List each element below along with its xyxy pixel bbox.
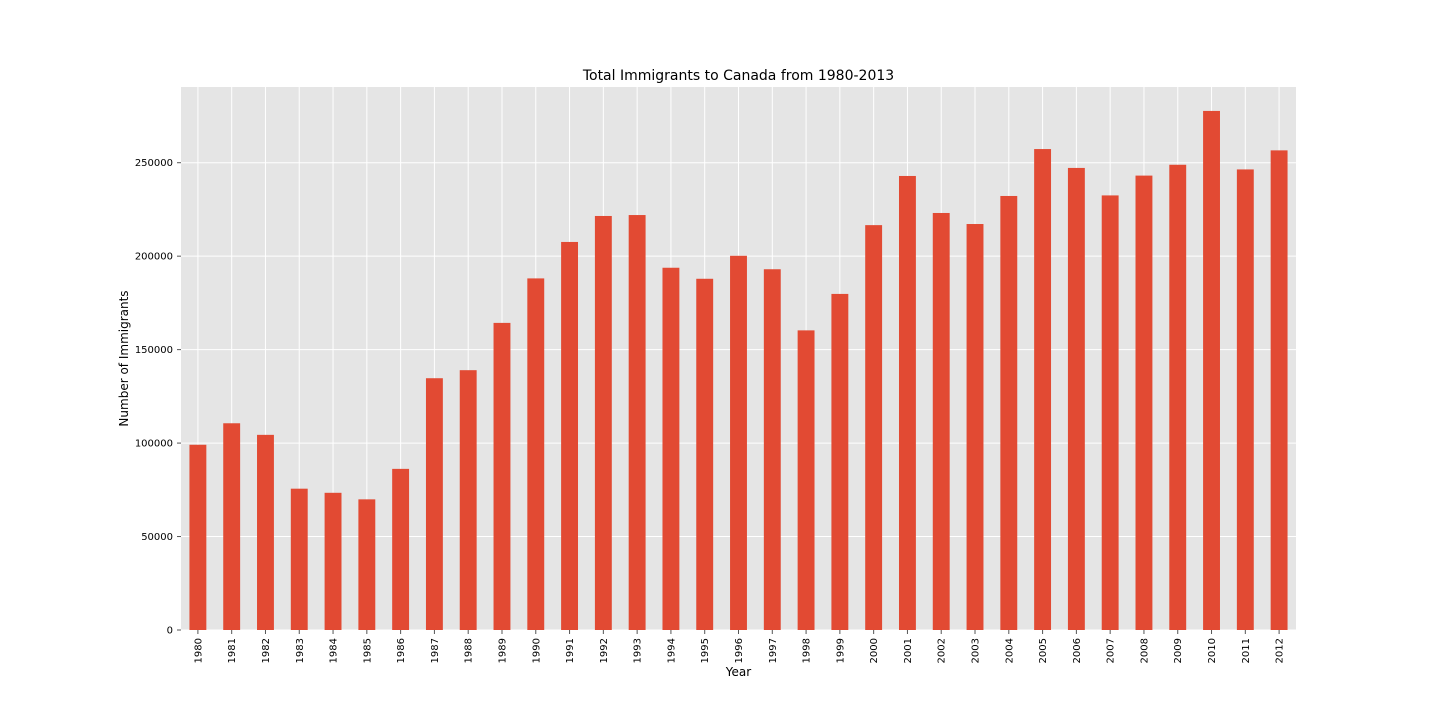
- x-tick-label: 1997: [768, 638, 779, 663]
- x-axis-ticks: 1980 1981 1982 1983 1984 1985 1986 1987 1988 1989…: [193, 630, 1286, 663]
- x-tick-label: 2002: [937, 638, 948, 663]
- y-tick-label: 150000: [135, 345, 173, 356]
- x-tick-label: 2010: [1207, 638, 1218, 663]
- x-tick-label: 1983: [295, 638, 306, 663]
- bar-1984: [324, 492, 342, 630]
- bar-2008: [1135, 175, 1153, 630]
- x-tick-label: 1984: [329, 638, 340, 663]
- bar-1992: [594, 215, 612, 630]
- bar-2007: [1101, 195, 1119, 630]
- bar-2001: [898, 175, 916, 630]
- bar-1996: [730, 255, 747, 630]
- bar-1989: [493, 322, 511, 630]
- bar-1995: [696, 278, 714, 630]
- x-tick-label: 1980: [193, 638, 204, 663]
- y-tick-label: 0: [167, 626, 173, 637]
- x-tick-label: 1994: [666, 638, 677, 663]
- x-tick-label: 1986: [396, 638, 407, 663]
- bars: [189, 110, 1288, 631]
- x-tick-label: 1993: [633, 638, 644, 663]
- x-tick-label: 1987: [430, 638, 441, 663]
- x-tick-label: 1992: [599, 638, 610, 663]
- x-tick-label: 2000: [869, 638, 880, 663]
- bar-1999: [831, 293, 849, 630]
- bar-1987: [425, 378, 443, 630]
- y-axis-ticks: 0 50000 100000 150000 200000 250000: [135, 158, 181, 637]
- x-tick-label: 2011: [1241, 638, 1252, 663]
- x-tick-label: 2001: [903, 638, 914, 663]
- bar-1983: [290, 488, 308, 630]
- y-tick-label: 100000: [135, 439, 173, 450]
- bar-1982: [257, 434, 274, 630]
- x-tick-label: 1985: [362, 638, 373, 663]
- x-tick-label: 2005: [1038, 638, 1049, 663]
- x-tick-label: 1989: [497, 638, 508, 663]
- x-tick-label: 2006: [1072, 638, 1083, 663]
- y-tick-label: 50000: [141, 532, 173, 543]
- x-tick-label: 1999: [835, 638, 846, 663]
- bar-2004: [1000, 195, 1018, 631]
- chart-title: Total Immigrants to Canada from 1980-201…: [582, 68, 894, 84]
- y-tick-label: 200000: [135, 252, 173, 263]
- x-axis-label: Year: [725, 665, 751, 679]
- bar-1990: [527, 278, 545, 630]
- bar-1993: [628, 215, 646, 630]
- x-tick-label: 1996: [734, 638, 745, 663]
- x-tick-label: 2004: [1004, 638, 1015, 663]
- x-tick-label: 1990: [531, 638, 542, 663]
- x-tick-label: 1991: [565, 638, 576, 663]
- bar-2000: [865, 225, 883, 630]
- x-tick-label: 1981: [227, 638, 238, 663]
- bar-2011: [1236, 169, 1254, 630]
- x-tick-label: 2003: [971, 638, 982, 663]
- bar-2012: [1270, 150, 1288, 630]
- y-axis-label: Number of Immigrants: [117, 290, 131, 426]
- x-tick-label: 1995: [700, 638, 711, 663]
- bar-1986: [392, 468, 410, 630]
- bar-1994: [662, 267, 680, 630]
- bar-2002: [932, 212, 950, 631]
- bar-2003: [966, 224, 984, 630]
- bar-1997: [763, 269, 781, 630]
- bar-2006: [1067, 167, 1085, 630]
- bar-2009: [1169, 164, 1187, 630]
- x-tick-label: 2009: [1173, 638, 1184, 663]
- x-tick-label: 1988: [464, 638, 475, 663]
- bar-2005: [1034, 149, 1052, 631]
- x-tick-label: 2012: [1275, 638, 1286, 663]
- x-tick-label: 2007: [1106, 638, 1117, 663]
- bar-1985: [358, 499, 376, 630]
- x-tick-label: 1982: [261, 638, 272, 663]
- y-tick-label: 250000: [135, 158, 173, 169]
- bar-1980: [189, 444, 207, 630]
- bar-2010: [1203, 110, 1220, 630]
- bar-1981: [223, 423, 241, 630]
- x-tick-label: 2008: [1139, 638, 1150, 663]
- bar-1991: [561, 241, 579, 630]
- bar-1998: [797, 330, 815, 630]
- bar-1988: [459, 370, 477, 630]
- x-tick-label: 1998: [802, 638, 813, 663]
